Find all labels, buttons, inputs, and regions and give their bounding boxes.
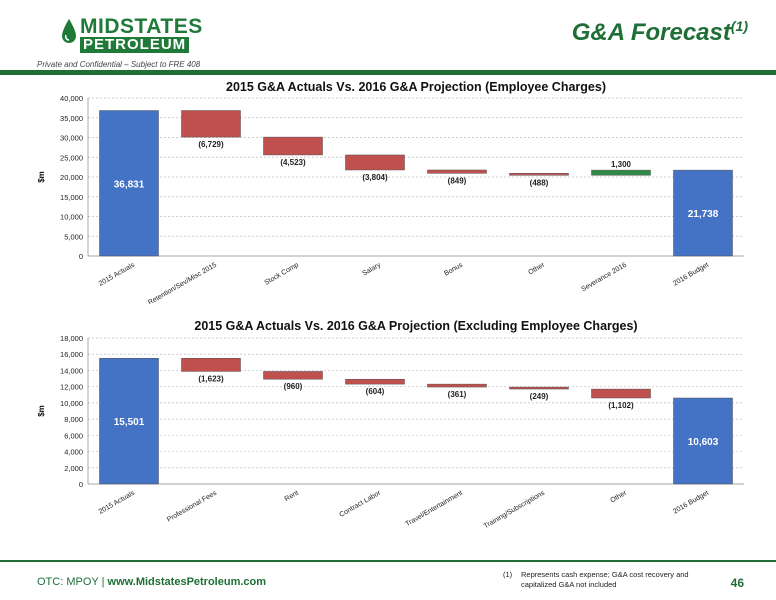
bar-value-label: (3,804) [362,173,388,182]
y-tick-label: 5,000 [64,232,83,241]
waterfall-bar [591,388,651,399]
y-tick-label: 30,000 [60,134,83,143]
y-tick-label: 6,000 [64,431,83,440]
y-tick-label: 40,000 [60,94,83,103]
chart-title: 2015 G&A Actuals Vs. 2016 G&A Projection… [194,319,637,333]
bar-value-label: (4,523) [280,158,306,167]
bar-value-label: (960) [284,382,303,391]
company-logo: MIDSTATES PETROLEUM [60,16,202,54]
x-tick-label: 2016 Budget [672,490,710,516]
waterfall-bar [673,169,733,257]
x-tick-label: Bonus [443,261,464,277]
y-tick-label: 0 [79,252,83,261]
bar-value-label: 36,831 [114,179,145,190]
y-tick-label: 0 [79,480,83,489]
footer-separator: | [101,576,105,588]
x-tick-label: 2015 Actuals [98,261,137,287]
x-tick-label: Severance 2016 [580,262,628,294]
footer-contact: OTC: MPOY | www.MidstatesPetroleum.com [37,576,266,588]
waterfall-bar [509,173,569,176]
employee-charges-waterfall-chart: 2015 G&A Actuals Vs. 2016 G&A Projection… [37,80,744,304]
header-rule [0,70,776,75]
waterfall-bar [427,169,487,174]
chart-title: 2015 G&A Actuals Vs. 2016 G&A Projection… [226,80,606,94]
company-website-link[interactable]: www.MidstatesPetroleum.com [107,576,267,588]
y-tick-label: 12,000 [60,383,83,392]
y-tick-label: 20,000 [60,173,83,182]
y-axis-label: $m [37,171,46,183]
y-tick-label: 2,000 [64,464,83,473]
page-title-footnote-ref: (1) [730,18,748,34]
x-tick-label: 2015 Actuals [98,489,137,515]
y-tick-label: 10,000 [60,399,83,408]
bar-value-label: 1,300 [611,160,632,169]
y-tick-label: 25,000 [60,153,83,162]
bar-value-label: (6,729) [198,140,224,149]
non-employee-charges-waterfall-chart: 2015 G&A Actuals Vs. 2016 G&A Projection… [37,319,744,530]
y-tick-label: 14,000 [60,366,83,375]
x-tick-label: 2016 Budget [672,262,710,288]
page-number: 46 [730,576,744,590]
footnote-text: Represents cash expense; G&A cost recove… [521,570,689,589]
waterfall-bar [345,378,405,385]
y-tick-label: 16,000 [60,350,83,359]
bar-value-label: (1,102) [608,401,634,410]
y-tick-label: 35,000 [60,114,83,123]
waterfall-bar [427,383,487,388]
y-axis-label: $m [37,405,46,417]
bar-value-label: 21,738 [688,209,719,220]
bar-value-label: 10,603 [688,437,719,448]
waterfall-bar [263,136,323,156]
waterfall-bar [181,358,241,372]
x-tick-label: Rent [284,490,300,503]
y-tick-label: 8,000 [64,415,83,424]
footnote-number: (1) [503,570,513,579]
bar-value-label: (361) [448,390,467,399]
waterfall-bar [99,110,159,257]
ticker-symbol: OTC: MPOY [37,576,99,588]
footnote: (1) Represents cash expense; G&A cost rec… [503,570,713,590]
x-tick-label: Professional Fees [166,489,218,523]
x-tick-label: Training/Subscriptions [483,489,547,530]
y-tick-label: 15,000 [60,193,83,202]
footer-rule [0,560,776,562]
waterfall-bar [509,386,569,390]
confidential-notice: Private and Confidential – Subject to FR… [37,60,201,69]
bar-value-label: (604) [366,387,385,396]
page-title: G&A Forecast(1) [572,18,748,47]
x-tick-label: Retention/Sev/Misc 2015 [147,262,218,304]
bar-value-label: 15,501 [114,417,145,428]
y-tick-label: 18,000 [60,334,83,343]
bar-value-label: (249) [530,392,549,401]
x-tick-label: Salary [361,261,382,277]
logo-line1: MIDSTATES [80,15,203,38]
x-tick-label: Contract Labor [338,489,382,519]
x-tick-label: Other [609,489,628,504]
x-tick-label: Travel/Entertainment [404,490,464,528]
waterfall-bar [345,154,405,171]
x-tick-label: Other [527,261,546,276]
bar-value-label: (1,623) [198,374,224,383]
y-tick-label: 10,000 [60,213,83,222]
page-title-text: G&A Forecast [571,19,731,46]
waterfall-bar [673,397,733,485]
waterfall-bar [181,110,241,138]
waterfall-bar [99,358,159,485]
bar-value-label: (849) [448,176,467,185]
waterfall-bar [591,169,651,176]
waterfall-bar [263,371,323,380]
logo-line2: PETROLEUM [80,37,190,53]
bar-value-label: (488) [530,178,549,187]
x-tick-label: Stock Comp [263,262,300,287]
oil-drop-icon [62,19,76,43]
y-tick-label: 4,000 [64,448,83,457]
